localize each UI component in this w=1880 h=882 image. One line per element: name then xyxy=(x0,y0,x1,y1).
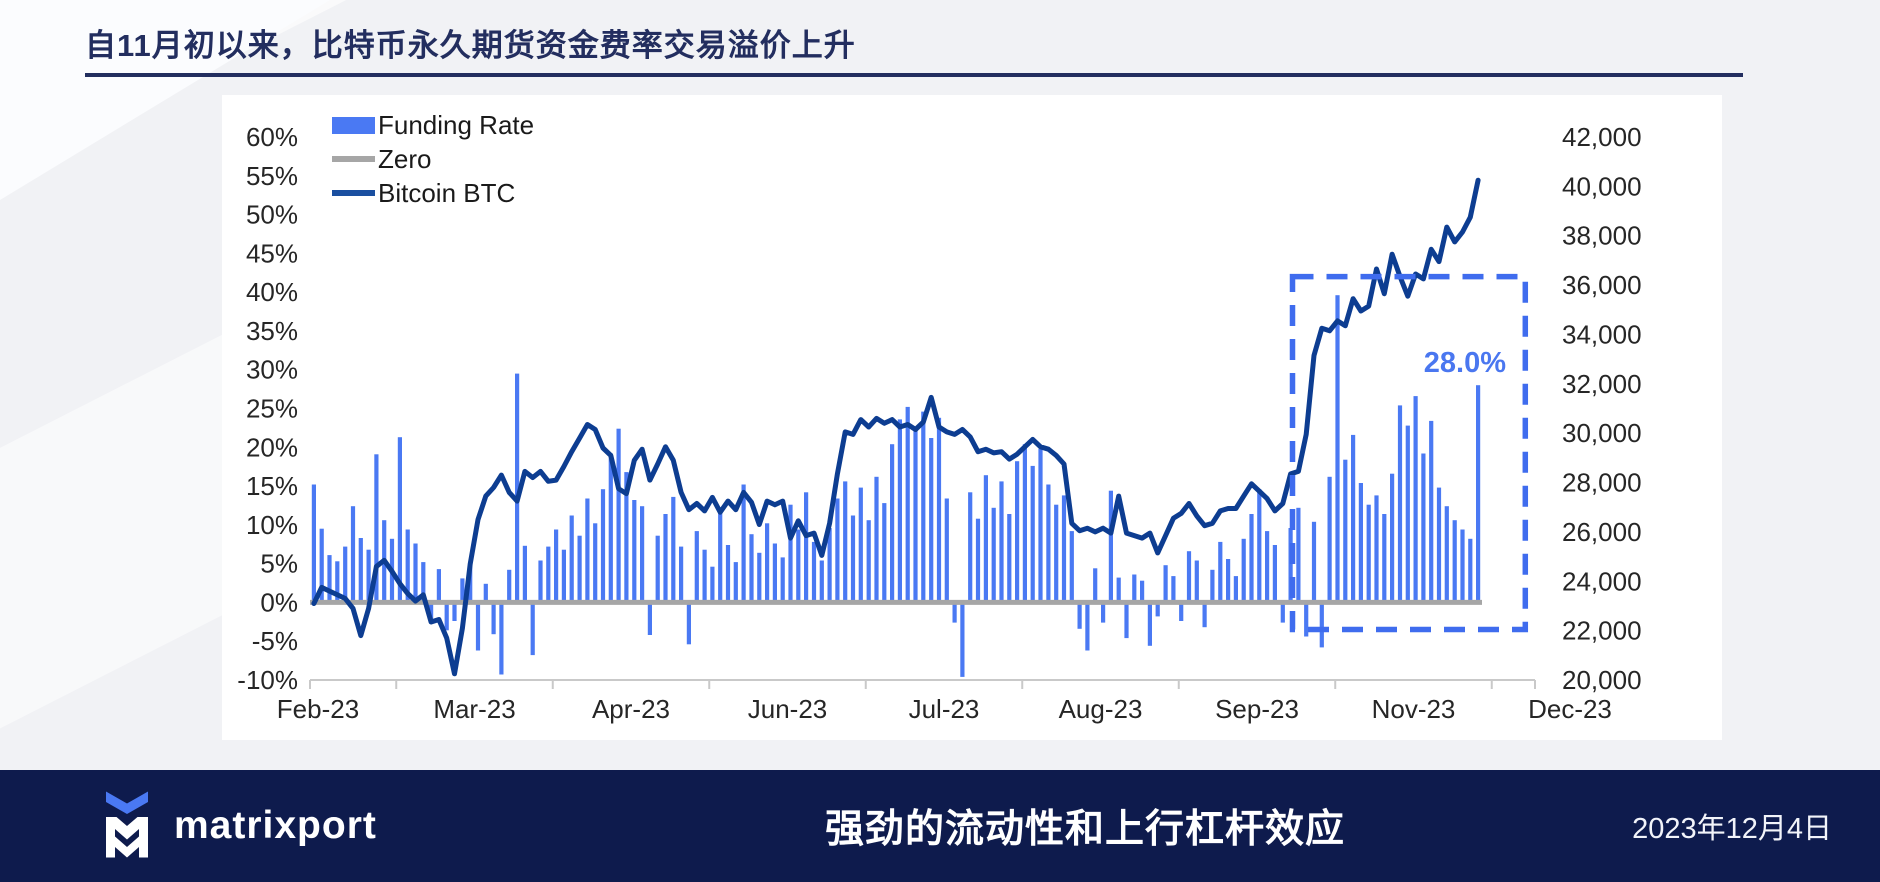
svg-text:34,000: 34,000 xyxy=(1562,320,1642,350)
title-underline xyxy=(85,73,1743,77)
svg-text:Jun-23: Jun-23 xyxy=(748,694,828,724)
matrixport-logo: matrixport xyxy=(96,790,377,862)
chart-legend: Funding Rate Zero Bitcoin BTC xyxy=(332,108,534,210)
footer-headline: 强劲的流动性和上行杠杆效应 xyxy=(824,808,1346,851)
svg-text:40%: 40% xyxy=(246,277,298,307)
svg-text:60%: 60% xyxy=(246,122,298,152)
matrixport-logo-icon xyxy=(106,791,148,858)
matrixport-wordmark: matrixport xyxy=(174,804,377,847)
svg-text:22,000: 22,000 xyxy=(1562,616,1642,646)
svg-text:Apr-23: Apr-23 xyxy=(592,694,670,724)
legend-item-funding-rate: Funding Rate xyxy=(332,108,534,142)
svg-text:26,000: 26,000 xyxy=(1562,517,1642,547)
svg-text:10%: 10% xyxy=(246,510,298,540)
zero-line-swatch xyxy=(332,156,375,162)
svg-text:Sep-23: Sep-23 xyxy=(1215,694,1299,724)
svg-text:28,000: 28,000 xyxy=(1562,468,1642,498)
svg-text:36,000: 36,000 xyxy=(1562,270,1642,300)
svg-text:30,000: 30,000 xyxy=(1562,418,1642,448)
footer-bar: matrixport 强劲的流动性和上行杠杆效应 2023年12月4日 xyxy=(0,770,1880,882)
funding-rate-btc-chart: Feb-23 Mar-23 Apr-23 Jun-23 Jul-23 Aug-23 Sep-… xyxy=(237,122,1642,724)
svg-text:45%: 45% xyxy=(246,238,298,268)
svg-text:25%: 25% xyxy=(246,394,298,424)
legend-item-bitcoin-btc: Bitcoin BTC xyxy=(332,176,534,210)
svg-text:15%: 15% xyxy=(246,471,298,501)
svg-text:Dec-23: Dec-23 xyxy=(1528,694,1612,724)
svg-text:42,000: 42,000 xyxy=(1562,122,1642,152)
svg-text:35%: 35% xyxy=(246,316,298,346)
svg-text:-10%: -10% xyxy=(237,665,298,695)
svg-text:32,000: 32,000 xyxy=(1562,369,1642,399)
svg-text:Aug-23: Aug-23 xyxy=(1059,694,1143,724)
page-title: 自11月初以来，比特币永久期货资金费率交易溢价上升 xyxy=(85,28,856,63)
svg-text:38,000: 38,000 xyxy=(1562,221,1642,251)
svg-text:Feb-23: Feb-23 xyxy=(277,694,359,724)
funding-rate-swatch xyxy=(332,116,375,134)
svg-text:30%: 30% xyxy=(246,355,298,385)
svg-text:-5%: -5% xyxy=(252,626,298,656)
svg-text:0%: 0% xyxy=(260,587,298,617)
legend-label: Funding Rate xyxy=(378,109,535,140)
svg-text:Nov-23: Nov-23 xyxy=(1372,694,1456,724)
svg-text:5%: 5% xyxy=(260,549,298,579)
svg-text:40,000: 40,000 xyxy=(1562,171,1642,201)
svg-text:20,000: 20,000 xyxy=(1562,665,1642,695)
svg-text:Mar-23: Mar-23 xyxy=(433,694,515,724)
svg-text:Jul-23: Jul-23 xyxy=(909,694,980,724)
svg-text:24,000: 24,000 xyxy=(1562,566,1642,596)
legend-label: Bitcoin BTC xyxy=(378,177,516,208)
legend-label: Zero xyxy=(378,143,432,174)
bitcoin-line-swatch xyxy=(332,190,375,196)
svg-text:50%: 50% xyxy=(246,200,298,230)
svg-text:20%: 20% xyxy=(246,432,298,462)
legend-item-zero: Zero xyxy=(332,142,534,176)
footer-date: 2023年12月4日 xyxy=(1632,813,1832,845)
svg-text:55%: 55% xyxy=(246,161,298,191)
funding-rate-annotation: 28.0% xyxy=(1423,347,1506,379)
